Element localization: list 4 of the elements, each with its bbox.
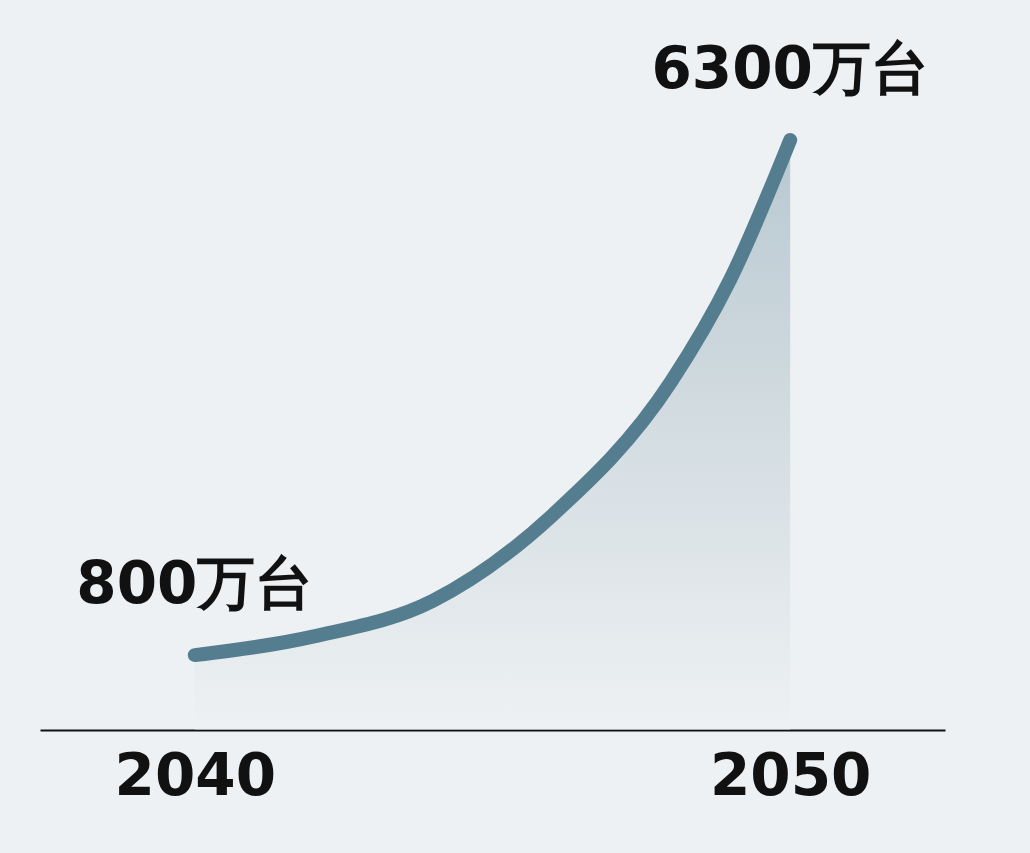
data-label: 800万台	[76, 549, 314, 618]
data-label: 6300万台	[651, 34, 929, 102]
x-tick-label: 2040	[114, 740, 277, 809]
x-tick-label: 2050	[709, 740, 872, 809]
